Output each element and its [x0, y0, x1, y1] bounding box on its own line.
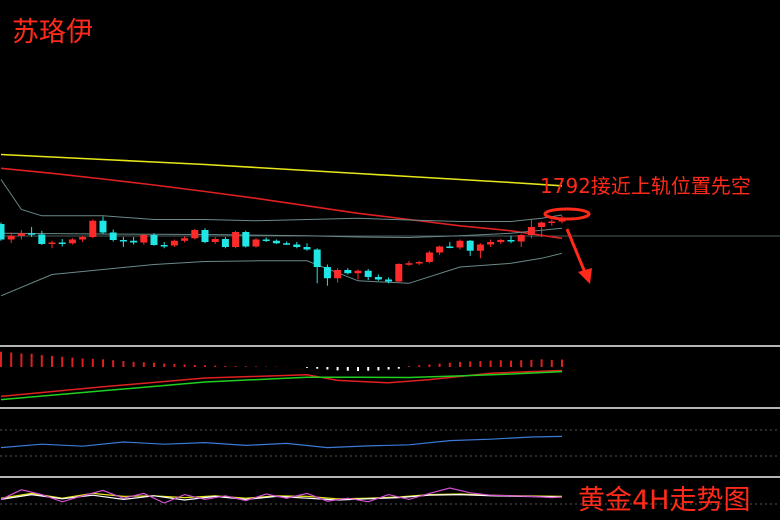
candle-body — [374, 277, 382, 280]
candle-body — [28, 233, 36, 235]
candle-body — [201, 230, 209, 242]
candle-body — [130, 240, 138, 243]
indicator-panel — [0, 435, 563, 449]
annotation-text: 1792接近上轨位置先空 — [540, 174, 751, 198]
indicator-line — [0, 435, 563, 449]
candle-body — [7, 235, 15, 240]
candle-body — [38, 234, 46, 244]
candle-body — [48, 242, 56, 244]
candle-body — [527, 227, 535, 235]
candle-body — [89, 220, 97, 237]
candle-body — [283, 243, 291, 245]
candle-body — [487, 242, 495, 245]
candle-body — [211, 239, 219, 242]
candle-body — [191, 230, 199, 239]
oscillator-line-a — [0, 487, 563, 504]
candle-body — [109, 232, 117, 240]
candle-body — [364, 270, 372, 277]
candle-body — [232, 232, 240, 247]
oscillator-panel — [0, 487, 563, 504]
ma-long-line — [0, 153, 563, 187]
candle-body — [313, 249, 321, 267]
candle-body — [0, 224, 5, 240]
candle-body — [415, 262, 423, 264]
candle-body — [334, 270, 342, 279]
candle-body — [119, 240, 127, 242]
candle-body — [293, 244, 301, 247]
candle-body — [181, 238, 189, 241]
candle-body — [140, 235, 148, 243]
candle-body — [323, 267, 331, 279]
candle-body — [507, 240, 515, 242]
candle-body — [79, 237, 87, 240]
candle-body — [497, 240, 505, 242]
bollinger-upper-line — [0, 179, 563, 222]
candle-body — [68, 239, 76, 244]
candle-body — [17, 233, 25, 236]
candle-body — [466, 240, 474, 251]
candle-body — [395, 264, 403, 282]
candle-body — [517, 235, 525, 242]
candle-body — [242, 232, 250, 247]
candle-body — [456, 240, 464, 248]
candle-body — [262, 239, 270, 241]
candle-body — [436, 246, 444, 253]
candlestick-series — [0, 215, 566, 286]
overlay-lines — [0, 153, 563, 297]
candle-body — [385, 279, 393, 282]
candle-body — [344, 270, 352, 274]
candle-body — [221, 239, 229, 247]
ma-mid-line — [0, 167, 563, 240]
annotation-ellipse — [543, 207, 591, 221]
bollinger-lower-line — [0, 252, 563, 297]
author-label: 苏珞伊 — [12, 17, 93, 48]
candle-body — [252, 239, 260, 247]
chart-title: 黄金4H走势图 — [578, 485, 751, 516]
candle-body — [548, 221, 556, 223]
macd-panel — [0, 351, 563, 401]
candle-body — [160, 245, 168, 247]
annotation-arrow-head — [578, 268, 592, 284]
candle-body — [425, 252, 433, 262]
candle-body — [303, 247, 311, 250]
candle-body — [150, 235, 158, 245]
bollinger-mid-line — [0, 227, 563, 239]
candle-body — [405, 263, 413, 265]
candle-body — [446, 246, 454, 248]
candle-body — [99, 220, 107, 233]
candle-body — [170, 240, 178, 246]
macd-dea-line — [0, 370, 563, 401]
candle-body — [272, 240, 280, 244]
annotation-arrow-shaft — [565, 228, 588, 276]
candle-body — [354, 270, 362, 274]
candle-body — [58, 242, 66, 244]
candle-body — [476, 244, 484, 251]
candle-body — [538, 222, 546, 227]
